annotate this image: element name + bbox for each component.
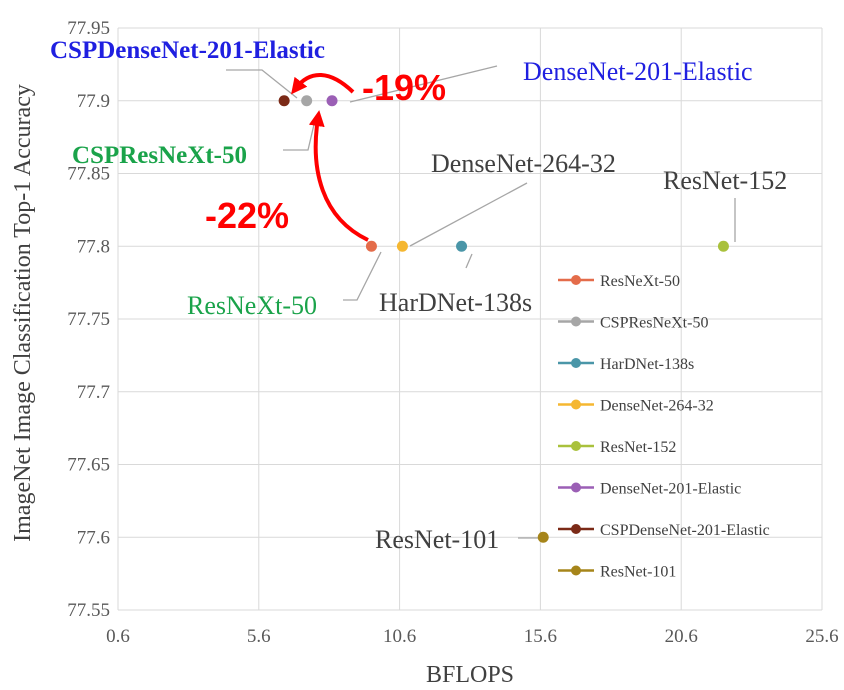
point-callout-label: CSPResNeXt-50 [72, 142, 247, 169]
data-point [301, 95, 313, 107]
y-tick-label: 77.8 [77, 236, 110, 257]
y-tick-label: 77.55 [67, 600, 110, 621]
y-tick-label: 77.6 [77, 527, 110, 548]
x-tick-label: 0.6 [106, 626, 130, 647]
legend-swatch-marker [571, 565, 581, 576]
data-points [278, 95, 729, 543]
legend-label: DenseNet-264-32 [600, 398, 714, 415]
x-tick-label: 25.6 [805, 626, 838, 647]
legend-label: DenseNet-201-Elastic [600, 481, 741, 498]
x-tick-label: 15.6 [524, 626, 557, 647]
leader-line [409, 182, 528, 247]
y-tick-label: 77.85 [67, 164, 110, 185]
gridlines [117, 27, 823, 611]
leader-line [226, 69, 298, 99]
y-tick-label: 77.95 [67, 18, 110, 39]
x-tick-label: 10.6 [383, 626, 416, 647]
y-tick-label: 77.65 [67, 455, 110, 476]
reduction-arrow-19 [291, 73, 355, 95]
point-callout-label: CSPDenseNet-201-Elastic [50, 37, 325, 64]
legend-swatch-marker [571, 275, 581, 285]
legend-label: HarDNet-138s [600, 356, 694, 373]
legend: ResNeXt-50 CSPResNeXt-50 HarDNet-138s Dense… [558, 273, 770, 581]
y-tick-label: 77.75 [67, 309, 110, 330]
point-labels: CSPDenseNet-201-Elastic DenseNet-201-Elas… [50, 37, 787, 554]
data-point [456, 240, 468, 252]
data-point [326, 95, 338, 107]
point-callout-label: ResNeXt-50 [187, 291, 317, 320]
x-tick-label: 5.6 [247, 626, 271, 647]
y-tick-label: 77.7 [77, 382, 110, 403]
legend-label: ResNet-101 [600, 564, 676, 581]
point-callout-label: ResNet-152 [663, 166, 787, 195]
leader-line [349, 65, 498, 103]
point-callout-label: DenseNet-201-Elastic [523, 57, 753, 86]
leader-line [343, 251, 382, 301]
point-callout-label: DenseNet-264-32 [431, 149, 616, 178]
reduction-label-22: -22% [205, 195, 289, 236]
x-axis-title: BFLOPS [426, 662, 514, 688]
legend-label: ResNeXt-50 [600, 273, 680, 290]
data-point [365, 240, 377, 252]
legend-swatch-marker [571, 316, 581, 327]
reduction-label-19: -19% [362, 67, 446, 108]
legend-label: CSPDenseNet-201-Elastic [600, 522, 770, 539]
x-tick-label: 20.6 [665, 626, 698, 647]
y-tick-label: 77.9 [77, 91, 110, 112]
legend-swatch-marker [571, 441, 581, 451]
legend-swatch-marker [571, 358, 581, 368]
legend-label: ResNet-152 [600, 439, 676, 456]
data-point [537, 531, 549, 543]
point-callout-label: ResNet-101 [375, 525, 499, 554]
reduction-arrows [291, 73, 369, 242]
legend-swatch-marker [571, 399, 581, 410]
axes: 77.55 77.6 77.65 77.7 77.75 77.8 77.85 77.9 77.9… [10, 18, 839, 688]
point-callout-label: HarDNet-138s [379, 288, 532, 317]
reduction-arrow-22 [308, 110, 369, 242]
legend-swatch-marker [571, 482, 581, 493]
data-point [717, 240, 729, 252]
data-point [396, 240, 408, 252]
data-point [278, 95, 290, 107]
leader-line [283, 115, 317, 151]
y-axis-title: ImageNet Image Classification Top-1 Accu… [10, 84, 36, 542]
leader-line [465, 253, 473, 269]
legend-swatch-marker [571, 524, 581, 534]
legend-label: CSPResNeXt-50 [600, 315, 708, 332]
